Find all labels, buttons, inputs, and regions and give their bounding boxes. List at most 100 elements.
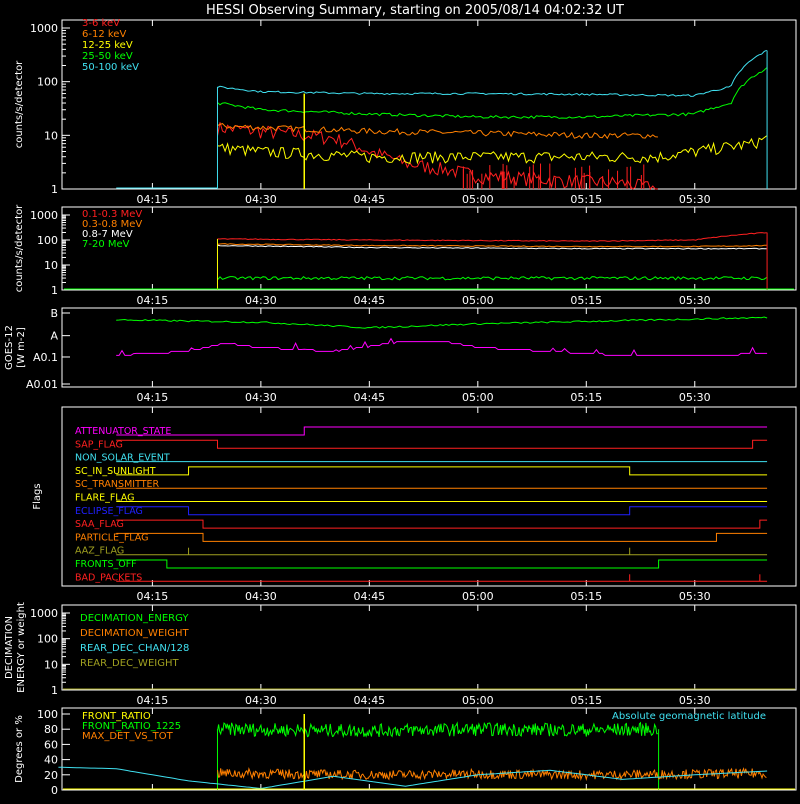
time-tick-label: 05:00 — [462, 391, 494, 404]
time-tick-label: 05:30 — [679, 294, 711, 307]
series-line-25-50-keV — [217, 67, 768, 119]
y-tick-label: A0.01 — [26, 378, 58, 391]
flag-label-particle-flag: PARTICLE_FLAG — [75, 532, 148, 543]
time-tick-label: 05:15 — [570, 391, 602, 404]
p6-legend-1: FRONT_RATIO_1225 — [82, 721, 181, 732]
p5-legend-1: DECIMATION_WEIGHT — [80, 628, 189, 639]
y-tick-label: 10 — [44, 259, 58, 272]
p1-legend-1: 6-12 keV — [82, 29, 126, 40]
y-tick-label: 100 — [37, 633, 58, 646]
decimation-label: DECIMATION — [4, 616, 15, 679]
p5-legend-0: DECIMATION_ENERGY — [80, 613, 189, 624]
series-line-0.3-0.8-MeV — [217, 243, 767, 248]
time-tick-label: 04:30 — [245, 694, 277, 707]
geomagnetic-latitude-annotation: Absolute geomagnetic latitude — [612, 711, 766, 722]
goes-short-channel-line — [116, 337, 768, 356]
flag-label-sc-transmitter: SC_TRANSMITTER — [75, 479, 160, 490]
time-tick-label: 04:45 — [353, 590, 385, 603]
p6-legend-0: FRONT_RATIO — [82, 711, 151, 722]
p5-legend-2: REAR_DEC_CHAN/128 — [80, 643, 189, 654]
y-axis-label: Degrees or % — [14, 715, 25, 783]
flag-label-sap-flag: SAP_FLAG — [75, 439, 123, 450]
p1-legend-2: 12-25 keV — [82, 40, 133, 51]
y-tick-label: 20 — [44, 769, 58, 782]
series-line-6-12-keV — [217, 123, 658, 140]
time-tick-label: 05:15 — [570, 590, 602, 603]
series-line-0.1-0.3-MeV — [217, 232, 767, 242]
y-tick-label: A — [50, 330, 58, 343]
y-tick-label: 1000 — [30, 607, 58, 620]
series-line-12-25-keV — [217, 135, 767, 165]
decimation-unit-label: ENERGY or weight — [16, 602, 27, 693]
y-axis-label: counts/s/detector — [14, 60, 25, 148]
flag-line-sap-flag — [116, 439, 768, 449]
y-tick-label: 0 — [51, 784, 58, 797]
p1-legend-4: 50-100 keV — [82, 62, 139, 73]
flag-label-non-solar-event: NON_SOLAR_EVENT — [75, 453, 170, 464]
time-tick-label: 04:30 — [245, 391, 277, 404]
time-tick-label: 05:00 — [462, 590, 494, 603]
time-tick-label: 04:15 — [137, 193, 169, 206]
y-tick-label: 100 — [37, 76, 58, 89]
panel-count-rates-low — [61, 19, 797, 190]
panel-goes — [61, 307, 797, 388]
y-tick-label: 1 — [51, 183, 58, 196]
y-tick-label: 1000 — [30, 209, 58, 222]
p6-legend-2: MAX_DET_VS_TOT — [82, 731, 174, 742]
time-tick-label: 05:30 — [679, 590, 711, 603]
series-line-FRONT_RATIO_1225 — [217, 721, 658, 739]
y-tick-label: 40 — [44, 754, 58, 767]
time-tick-label: 05:00 — [462, 694, 494, 707]
time-tick-label: 04:15 — [137, 294, 169, 307]
time-tick-label: 04:15 — [137, 694, 169, 707]
y-tick-label: 1 — [51, 684, 58, 697]
flag-label-attenuator-state: ATTENUATOR_STATE — [75, 426, 171, 437]
flag-label-bad-packets: BAD_PACKETS — [75, 572, 142, 583]
time-tick-label: 05:15 — [570, 694, 602, 707]
time-tick-label: 04:30 — [245, 294, 277, 307]
y-tick-label: A0.1 — [33, 351, 58, 364]
time-tick-label: 04:45 — [353, 694, 385, 707]
y-axis-label: counts/s/detector — [14, 204, 25, 292]
panel-ratios — [61, 707, 797, 791]
y-tick-label: 1 — [51, 284, 58, 297]
y-tick-label: 80 — [44, 723, 58, 736]
goes-long-channel-line — [116, 316, 768, 329]
panel-flags — [61, 406, 797, 587]
y-tick-label: B — [50, 307, 58, 320]
time-tick-label: 04:30 — [245, 590, 277, 603]
series-line-50-100-keV — [217, 49, 767, 97]
p1-legend-0: 3-6 keV — [82, 18, 120, 29]
y-tick-label: 100 — [37, 708, 58, 721]
p2-legend-3: 7-20 MeV — [82, 239, 130, 250]
flag-label-flare-flag: FLARE_FLAG — [75, 493, 135, 504]
p2-legend-2: 0.8-7 MeV — [82, 229, 133, 240]
y-tick-label: 1000 — [30, 22, 58, 35]
y-tick-label: 10 — [44, 129, 58, 142]
y-tick-label: 60 — [44, 738, 58, 751]
flags-label: Flags — [32, 483, 43, 509]
series-line-7-20-MeV — [217, 276, 767, 281]
time-tick-label: 05:30 — [679, 694, 711, 707]
time-tick-label: 04:45 — [353, 294, 385, 307]
time-tick-label: 04:15 — [137, 391, 169, 404]
time-tick-label: 05:30 — [679, 391, 711, 404]
time-tick-label: 04:45 — [353, 193, 385, 206]
flag-line-eclipse-flag — [116, 506, 768, 516]
y-tick-label: 100 — [37, 234, 58, 247]
panel-count-rates-high — [61, 206, 797, 291]
flag-line-saa-flag — [116, 519, 768, 529]
y-tick-label: 10 — [44, 658, 58, 671]
time-tick-label: 04:15 — [137, 590, 169, 603]
flag-line-sc-in-sunlight — [116, 466, 768, 476]
time-tick-label: 05:30 — [679, 193, 711, 206]
time-tick-label: 05:15 — [570, 193, 602, 206]
flag-line-attenuator-state — [116, 426, 768, 436]
flag-label-eclipse-flag: ECLIPSE_FLAG — [75, 506, 143, 517]
p2-legend-1: 0.3-0.8 MeV — [82, 219, 142, 230]
flag-label-saa-flag: SAA_FLAG — [75, 519, 124, 530]
flag-line-particle-flag — [116, 532, 768, 542]
time-tick-label: 05:00 — [462, 193, 494, 206]
time-tick-label: 05:00 — [462, 294, 494, 307]
time-tick-label: 04:45 — [353, 391, 385, 404]
